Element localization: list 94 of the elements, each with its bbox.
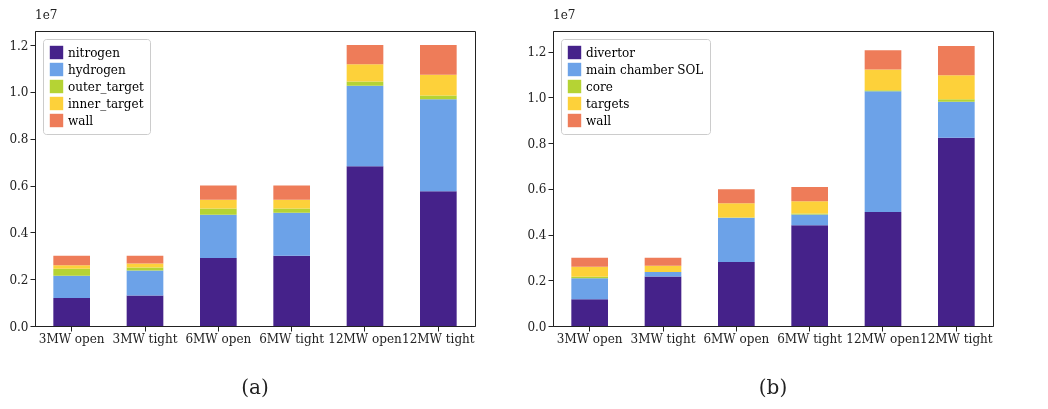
- y-tick-label: 0.8: [9, 132, 29, 147]
- bar: [420, 95, 457, 100]
- bar: [791, 201, 828, 214]
- x-tick-label: 6MW open: [185, 331, 252, 346]
- bar: [644, 265, 682, 273]
- bar: [200, 185, 237, 200]
- bar: [864, 69, 902, 91]
- bar: [791, 225, 828, 326]
- bar: [420, 99, 457, 192]
- bar: [53, 297, 90, 326]
- bar: [938, 99, 975, 102]
- legend-label: inner_target: [68, 96, 144, 111]
- bar: [346, 64, 384, 82]
- bar: [200, 208, 237, 215]
- x-tick-label: 3MW open: [38, 331, 105, 346]
- text: (b): [758, 375, 788, 399]
- bar: [644, 257, 682, 266]
- y-tick-label: 1.0: [9, 85, 29, 100]
- bar: [420, 191, 457, 326]
- y-tick-label: 0.0: [527, 319, 547, 334]
- bar: [571, 278, 608, 300]
- x-tick-label: 3MW tight: [630, 331, 696, 346]
- bar: [571, 299, 608, 326]
- bar: [791, 186, 828, 202]
- bar: [791, 214, 828, 226]
- bar: [420, 45, 457, 75]
- bar: [864, 50, 902, 70]
- bar: [126, 295, 164, 326]
- x-tick-label: 6MW tight: [777, 331, 843, 346]
- bar: [864, 91, 902, 213]
- legend-label: hydrogen: [68, 62, 126, 77]
- y-tick-label: 1.0: [527, 90, 547, 105]
- bar: [126, 263, 164, 268]
- bar: [420, 74, 457, 96]
- bar: [126, 270, 164, 296]
- bar: [273, 185, 310, 200]
- y-tick-label: 1.2: [9, 38, 29, 53]
- y-tick-label: 0.2: [527, 273, 547, 288]
- y-tick-label: 0.2: [9, 272, 29, 287]
- text: 1e7: [553, 8, 576, 22]
- x-tick-label: 12MW tight: [920, 331, 993, 346]
- x-tick-label: 3MW open: [556, 331, 623, 346]
- bar: [938, 75, 975, 100]
- bar: [644, 276, 682, 326]
- x-tick-label: 6MW tight: [259, 331, 325, 346]
- bar: [718, 217, 755, 262]
- legend-label: outer_target: [68, 79, 145, 94]
- bar: [644, 272, 682, 277]
- bar: [53, 265, 90, 269]
- y-tick-label: 0.4: [527, 228, 547, 243]
- bar: [200, 258, 237, 326]
- bar: [273, 255, 310, 326]
- bar: [346, 81, 384, 86]
- bar: [571, 266, 608, 277]
- y-tick-label: 0.6: [9, 179, 29, 194]
- text: (a): [241, 375, 269, 399]
- y-tick-label: 0.6: [527, 182, 547, 197]
- y-tick-label: 0.4: [9, 225, 29, 240]
- x-tick-label: 6MW open: [703, 331, 770, 346]
- bar: [571, 257, 608, 267]
- bar: [200, 214, 237, 259]
- bar: [273, 212, 310, 256]
- bar: [346, 85, 384, 167]
- legend-label: main chamber SOL: [586, 62, 704, 77]
- bar: [53, 275, 90, 298]
- bar: [938, 101, 975, 138]
- y-tick-label: 1.2: [527, 45, 547, 60]
- legend-label: nitrogen: [68, 45, 121, 60]
- bar: [718, 189, 755, 204]
- bar: [273, 199, 310, 209]
- x-tick-label: 12MW tight: [402, 331, 475, 346]
- x-tick-label: 3MW tight: [112, 331, 178, 346]
- y-tick-label: 0.8: [527, 136, 547, 151]
- legend-label: wall: [586, 113, 612, 128]
- bar: [200, 199, 237, 209]
- bar: [718, 261, 755, 326]
- y-tick-label: 0.0: [9, 319, 29, 334]
- legend-label: divertor: [586, 45, 636, 60]
- legend-label: core: [586, 79, 613, 94]
- text: 1e7: [35, 8, 58, 22]
- bar: [718, 203, 755, 218]
- bar: [53, 268, 90, 276]
- bar: [346, 45, 384, 65]
- bar: [53, 255, 90, 266]
- bar: [938, 46, 975, 76]
- bar: [938, 137, 975, 326]
- bar: [126, 267, 164, 271]
- bar: [864, 212, 902, 326]
- x-tick-label: 12MW open: [328, 331, 402, 346]
- x-tick-label: 12MW open: [846, 331, 920, 346]
- legend-label: targets: [586, 96, 630, 111]
- bar: [273, 208, 310, 213]
- legend-label: wall: [68, 113, 94, 128]
- bar: [346, 166, 384, 326]
